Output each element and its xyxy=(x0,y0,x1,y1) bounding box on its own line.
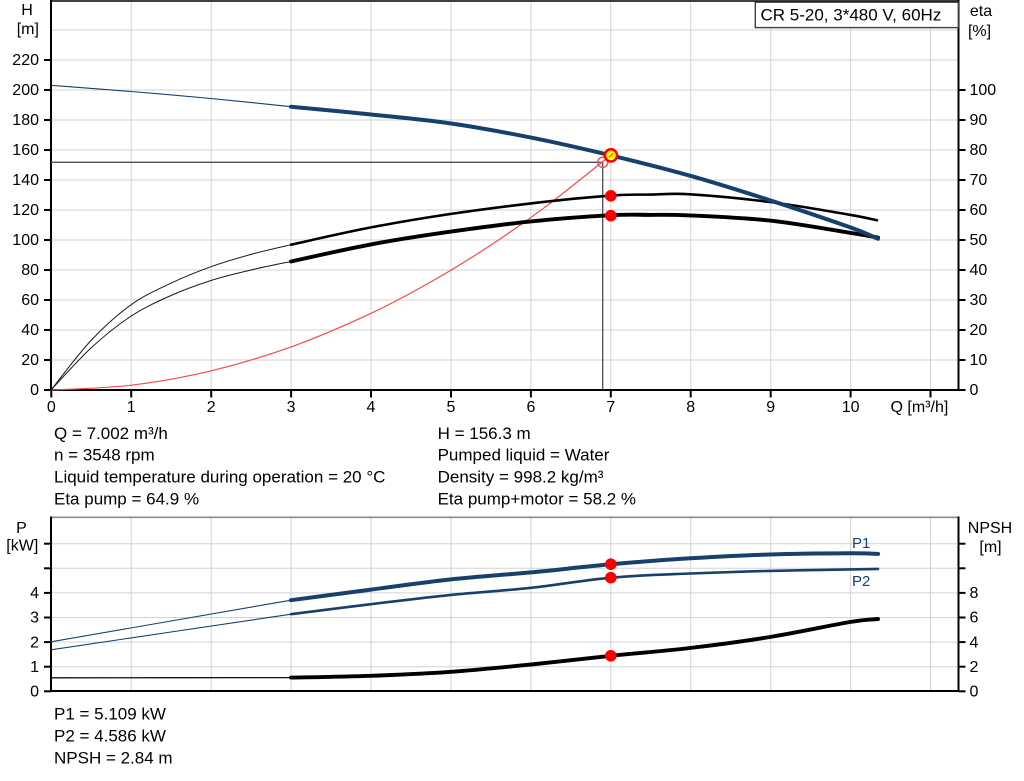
svg-text:H = 156.3 m: H = 156.3 m xyxy=(438,424,531,443)
svg-text:220: 220 xyxy=(12,52,39,69)
svg-text:P1 = 5.109 kW: P1 = 5.109 kW xyxy=(54,705,166,724)
svg-text:[m]: [m] xyxy=(979,539,1001,556)
svg-text:Density = 998.2 kg/m³: Density = 998.2 kg/m³ xyxy=(438,468,604,487)
svg-text:2: 2 xyxy=(207,399,216,416)
svg-text:80: 80 xyxy=(21,262,39,279)
svg-text:P: P xyxy=(16,520,27,537)
svg-text:4: 4 xyxy=(367,399,376,416)
svg-text:3: 3 xyxy=(30,610,39,627)
svg-text:0: 0 xyxy=(47,399,56,416)
svg-text:20: 20 xyxy=(970,322,988,339)
svg-text:1: 1 xyxy=(30,659,39,676)
svg-text:0: 0 xyxy=(30,684,39,701)
svg-text:H: H xyxy=(21,2,33,19)
svg-text:120: 120 xyxy=(12,202,39,219)
svg-text:3: 3 xyxy=(287,399,296,416)
svg-text:1: 1 xyxy=(127,399,136,416)
svg-text:CR 5-20, 3*480 V, 60Hz: CR 5-20, 3*480 V, 60Hz xyxy=(761,6,942,25)
svg-text:P2: P2 xyxy=(852,573,870,590)
svg-text:10: 10 xyxy=(842,399,860,416)
svg-text:[m]: [m] xyxy=(17,21,39,38)
svg-text:0: 0 xyxy=(970,684,979,701)
svg-text:10: 10 xyxy=(970,352,988,369)
svg-text:4: 4 xyxy=(970,634,979,651)
svg-text:9: 9 xyxy=(766,399,775,416)
svg-text:30: 30 xyxy=(970,292,988,309)
svg-text:2: 2 xyxy=(30,634,39,651)
svg-text:n = 3548 rpm: n = 3548 rpm xyxy=(54,446,155,465)
svg-text:Pumped liquid = Water: Pumped liquid = Water xyxy=(438,446,610,465)
svg-text:160: 160 xyxy=(12,142,39,159)
svg-text:140: 140 xyxy=(12,172,39,189)
svg-text:Eta pump+motor = 58.2 %: Eta pump+motor = 58.2 % xyxy=(438,489,636,508)
svg-text:Q [m³/h]: Q [m³/h] xyxy=(891,399,949,416)
svg-text:8: 8 xyxy=(970,585,979,602)
svg-text:50: 50 xyxy=(970,232,988,249)
svg-text:6: 6 xyxy=(526,399,535,416)
svg-text:8: 8 xyxy=(686,399,695,416)
svg-text:5: 5 xyxy=(447,399,456,416)
svg-text:100: 100 xyxy=(970,82,997,99)
svg-text:[%]: [%] xyxy=(968,23,991,40)
svg-text:0: 0 xyxy=(970,382,979,399)
svg-text:40: 40 xyxy=(970,262,988,279)
svg-text:P1: P1 xyxy=(852,535,870,552)
svg-text:60: 60 xyxy=(970,202,988,219)
svg-text:90: 90 xyxy=(970,112,988,129)
svg-text:60: 60 xyxy=(21,292,39,309)
svg-text:2: 2 xyxy=(970,659,979,676)
svg-text:NPSH: NPSH xyxy=(968,520,1012,537)
svg-text:7: 7 xyxy=(606,399,615,416)
svg-text:20: 20 xyxy=(21,352,39,369)
svg-text:eta: eta xyxy=(970,3,992,20)
svg-text:200: 200 xyxy=(12,82,39,99)
svg-text:Eta pump = 64.9 %: Eta pump = 64.9 % xyxy=(54,489,199,508)
svg-text:Q = 7.002 m³/h: Q = 7.002 m³/h xyxy=(54,424,168,443)
svg-text:70: 70 xyxy=(970,172,988,189)
svg-text:Liquid temperature during oper: Liquid temperature during operation = 20… xyxy=(54,468,385,487)
svg-text:0: 0 xyxy=(30,382,39,399)
svg-text:NPSH = 2.84 m: NPSH = 2.84 m xyxy=(54,748,173,767)
svg-text:80: 80 xyxy=(970,142,988,159)
svg-text:100: 100 xyxy=(12,232,39,249)
svg-text:180: 180 xyxy=(12,112,39,129)
svg-text:4: 4 xyxy=(30,585,39,602)
svg-text:40: 40 xyxy=(21,322,39,339)
svg-text:P2 = 4.586 kW: P2 = 4.586 kW xyxy=(54,727,166,746)
svg-text:6: 6 xyxy=(970,610,979,627)
svg-text:[kW]: [kW] xyxy=(6,538,38,555)
